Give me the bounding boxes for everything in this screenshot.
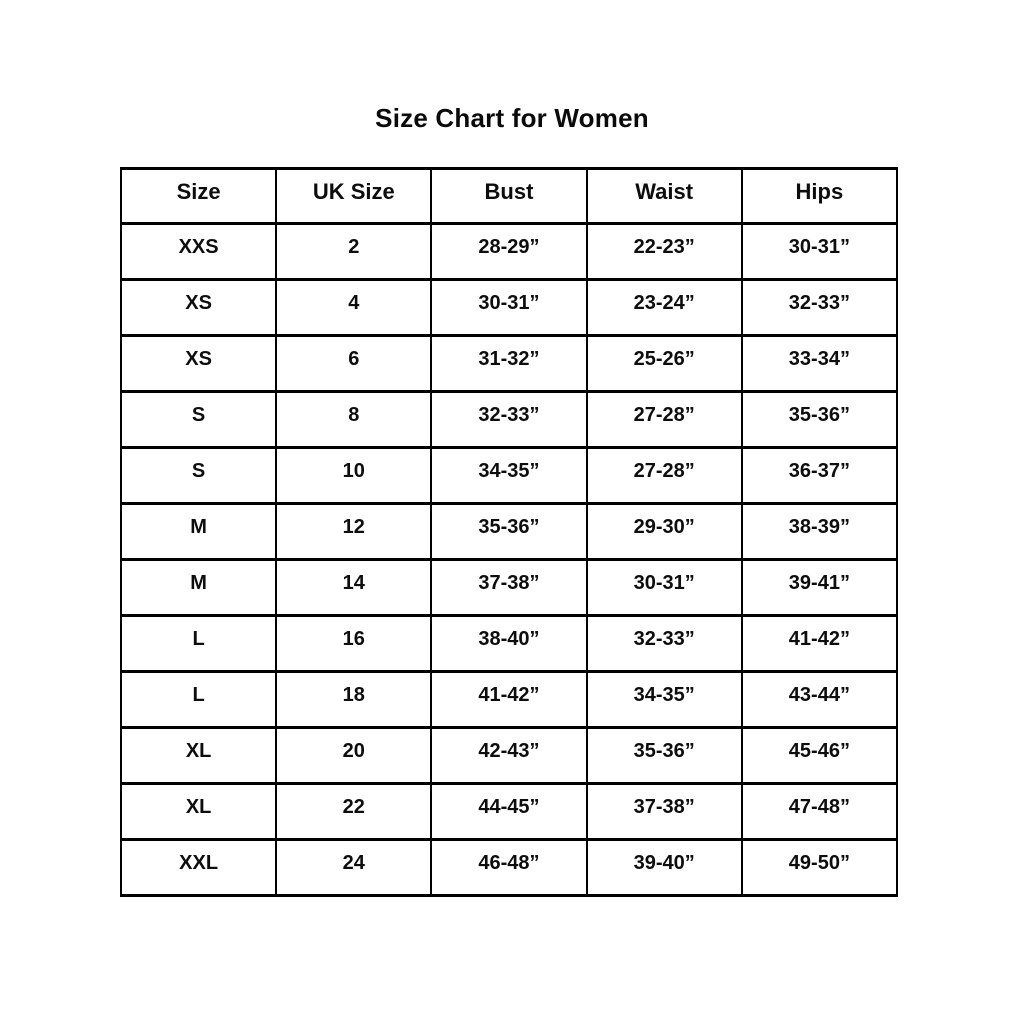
table-cell-uk-size: 16 [275,614,433,673]
table-cell-size: XL [119,726,278,785]
table-header-row: Size UK Size Bust Waist Hips [119,167,899,225]
table-cell-size: S [119,390,278,449]
table-row: S 10 34-35” 27-28” 36-37” [119,446,899,505]
table-row: L 16 38-40” 32-33” 41-42” [119,614,899,673]
column-header-size: Size [119,167,278,225]
table-row: XXL 24 46-48” 39-40” 49-50” [119,838,899,897]
table-cell-waist: 27-28” [585,446,743,505]
table-row: XXS 2 28-29” 22-23” 30-31” [119,222,899,281]
table-row: L 18 41-42” 34-35” 43-44” [119,670,899,729]
table-cell-bust: 37-38” [430,558,588,617]
table-cell-bust: 46-48” [430,838,588,897]
table-cell-size: M [119,502,278,561]
table-cell-hips: 35-36” [740,390,899,449]
table-cell-size: M [119,558,278,617]
table-cell-bust: 35-36” [430,502,588,561]
table-cell-hips: 47-48” [740,782,899,841]
column-header-bust: Bust [430,167,588,225]
table-cell-uk-size: 24 [275,838,433,897]
table-row: M 12 35-36” 29-30” 38-39” [119,502,899,561]
table-cell-size: XS [119,278,278,337]
table-cell-uk-size: 22 [275,782,433,841]
table-cell-waist: 27-28” [585,390,743,449]
table-cell-bust: 42-43” [430,726,588,785]
table-cell-bust: 34-35” [430,446,588,505]
table-cell-waist: 22-23” [585,222,743,281]
table-cell-waist: 35-36” [585,726,743,785]
table-row: XL 20 42-43” 35-36” 45-46” [119,726,899,785]
table-cell-hips: 45-46” [740,726,899,785]
table-cell-bust: 38-40” [430,614,588,673]
table-cell-size: L [119,670,278,729]
table-cell-waist: 32-33” [585,614,743,673]
table-cell-waist: 29-30” [585,502,743,561]
table-cell-hips: 32-33” [740,278,899,337]
table-cell-hips: 30-31” [740,222,899,281]
page-title: Size Chart for Women [375,103,649,133]
table-row: XL 22 44-45” 37-38” 47-48” [119,782,899,841]
table-cell-size: XL [119,782,278,841]
size-chart-table: Size UK Size Bust Waist Hips XXS 2 28-29… [119,167,899,897]
table-cell-uk-size: 6 [275,334,433,393]
table-row: XS 6 31-32” 25-26” 33-34” [119,334,899,393]
table-cell-hips: 49-50” [740,838,899,897]
table-cell-size: XXS [119,222,278,281]
table-cell-uk-size: 20 [275,726,433,785]
column-header-hips: Hips [740,167,899,225]
table-cell-waist: 34-35” [585,670,743,729]
table-cell-size: XXL [119,838,278,897]
table-cell-bust: 41-42” [430,670,588,729]
table-cell-hips: 33-34” [740,334,899,393]
table-cell-waist: 39-40” [585,838,743,897]
table-cell-size: S [119,446,278,505]
table-cell-bust: 31-32” [430,334,588,393]
table-cell-waist: 25-26” [585,334,743,393]
column-header-uk-size: UK Size [275,167,433,225]
table-row: M 14 37-38” 30-31” 39-41” [119,558,899,617]
table-cell-hips: 43-44” [740,670,899,729]
table-cell-bust: 44-45” [430,782,588,841]
table-cell-uk-size: 10 [275,446,433,505]
table-cell-hips: 41-42” [740,614,899,673]
table-cell-waist: 37-38” [585,782,743,841]
table-row: S 8 32-33” 27-28” 35-36” [119,390,899,449]
table-cell-waist: 30-31” [585,558,743,617]
table-cell-bust: 30-31” [430,278,588,337]
table-cell-size: XS [119,334,278,393]
table-cell-uk-size: 12 [275,502,433,561]
table-cell-hips: 39-41” [740,558,899,617]
table-cell-waist: 23-24” [585,278,743,337]
table-row: XS 4 30-31” 23-24” 32-33” [119,278,899,337]
table-header: Size UK Size Bust Waist Hips [119,167,899,225]
table-cell-uk-size: 14 [275,558,433,617]
table-cell-hips: 38-39” [740,502,899,561]
column-header-waist: Waist [585,167,743,225]
table-body: XXS 2 28-29” 22-23” 30-31” XS 4 30-31” 2… [119,222,899,897]
table-cell-uk-size: 18 [275,670,433,729]
table-cell-bust: 32-33” [430,390,588,449]
table-cell-hips: 36-37” [740,446,899,505]
table-cell-uk-size: 8 [275,390,433,449]
table-cell-uk-size: 4 [275,278,433,337]
table-cell-uk-size: 2 [275,222,433,281]
table-cell-bust: 28-29” [430,222,588,281]
table-cell-size: L [119,614,278,673]
